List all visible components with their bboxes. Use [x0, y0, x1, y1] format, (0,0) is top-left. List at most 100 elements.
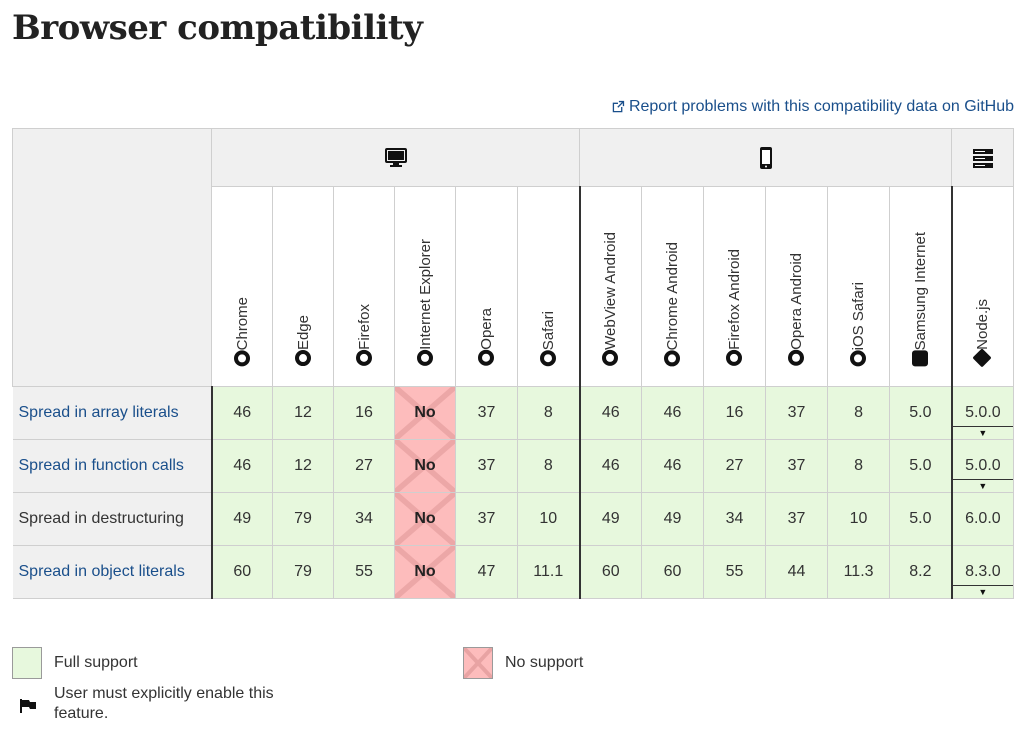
flag-icon — [20, 699, 36, 713]
browser-name: Opera — [478, 308, 495, 350]
support-value: 37 — [477, 457, 496, 474]
support-cell: 47 — [455, 545, 518, 599]
support-value: 16 — [355, 404, 373, 421]
support-cell: 12 — [272, 439, 334, 493]
support-value: 79 — [294, 563, 312, 580]
feature-cell: Spread in array literals — [12, 386, 213, 440]
support-cell: 8 — [827, 439, 891, 493]
support-cell: 37 — [765, 492, 829, 546]
browser-name: Opera Android — [788, 253, 806, 350]
no-support-cross-icon — [395, 387, 455, 439]
full-support-swatch — [12, 647, 42, 679]
support-value: No — [414, 404, 436, 421]
desktop-icon — [384, 147, 407, 167]
support-cell: 6.0.0 — [951, 492, 1015, 546]
support-cell: 46 — [211, 439, 273, 493]
ie-icon — [417, 350, 433, 366]
android-icon — [602, 350, 619, 366]
support-cell: 34 — [333, 492, 395, 546]
support-value: 37 — [787, 457, 806, 474]
browser-header-opera-android: Opera Android — [765, 186, 829, 387]
feature-cell: Spread in object literals — [12, 545, 213, 599]
platform-header-row — [12, 128, 1015, 387]
support-cell: 8 — [827, 386, 891, 440]
feature-row: Spread in array literals 46 12 16 No 37 8 46 46 1… — [12, 386, 1015, 440]
support-value: 5.0 — [909, 510, 932, 527]
support-value: 27 — [725, 457, 744, 474]
support-cell: 5.0 — [889, 439, 953, 493]
support-cell: 34 — [703, 492, 767, 546]
support-cell: 46 — [641, 439, 705, 493]
server-icon — [972, 148, 993, 168]
support-value: 5.0.0 — [965, 404, 1001, 421]
edge-icon — [295, 350, 311, 366]
browser-header-samsung-internet: Samsung Internet — [889, 186, 953, 387]
support-value: No — [414, 510, 436, 527]
flag-legend-line2: feature. — [54, 705, 109, 722]
browser-header-ios-safari: iOS Safari — [827, 186, 891, 387]
expand-arrow-icon[interactable]: ▼ — [952, 479, 1014, 492]
opera-icon — [478, 350, 495, 366]
support-cell: 49 — [211, 492, 273, 546]
support-cell: 10 — [516, 492, 581, 546]
report-problems-link[interactable]: Report problems with this compatibility … — [611, 98, 1014, 116]
browser-header-node-js: Node.js — [951, 186, 1015, 387]
support-value: 11.3 — [843, 563, 874, 580]
support-value: 11.1 — [533, 563, 564, 580]
browser-header-edge: Edge — [272, 186, 334, 387]
chrome-icon — [664, 350, 681, 366]
feature-link[interactable]: Spread in function calls — [18, 457, 184, 474]
browser-name: Edge — [294, 314, 312, 350]
support-value: 55 — [355, 563, 373, 580]
support-cell[interactable]: 8.3.0 ▼ — [951, 545, 1015, 599]
support-cell: 49 — [579, 492, 643, 546]
safari-icon — [540, 350, 557, 366]
support-value: 5.0 — [909, 404, 932, 421]
browser-header-opera: Opera — [455, 186, 518, 387]
browser-header-firefox-android: Firefox Android — [703, 186, 767, 387]
support-value: 10 — [849, 510, 868, 527]
flag-legend-text: User must explicitly enable this feature… — [54, 684, 274, 724]
browser-header-chrome: Chrome — [211, 186, 273, 387]
support-cell: 37 — [765, 439, 829, 493]
support-value: 46 — [663, 457, 682, 474]
support-value: 46 — [601, 457, 620, 474]
browser-name: Firefox — [355, 304, 373, 350]
feature-link[interactable]: Spread in array literals — [18, 404, 179, 421]
support-value: 37 — [787, 404, 806, 421]
support-cell: 60 — [579, 545, 643, 599]
expand-arrow-icon[interactable]: ▼ — [952, 426, 1014, 439]
support-value: 79 — [294, 510, 312, 527]
support-cell[interactable]: 5.0.0 ▼ — [951, 439, 1015, 493]
browser-header-row: Chrome Edge Firefox Internet Explorer Opera S… — [13, 186, 1015, 387]
browser-name: Node.js — [974, 299, 992, 350]
browser-name: Chrome — [233, 296, 251, 350]
support-value: 34 — [725, 510, 744, 527]
support-value: 5.0 — [909, 457, 932, 474]
support-cell: 11.1 — [516, 545, 581, 599]
feature-link[interactable]: Spread in object literals — [18, 563, 185, 580]
support-cell: 60 — [211, 545, 273, 599]
samsung-internet-icon — [912, 350, 929, 366]
support-cell: 79 — [272, 492, 334, 546]
platform-mobile — [579, 128, 953, 187]
support-cell[interactable]: 5.0.0 ▼ — [951, 386, 1015, 440]
page-title: Browser compatibility — [12, 8, 423, 48]
support-value: 12 — [294, 404, 312, 421]
safari-icon — [850, 350, 867, 366]
support-cell: 55 — [703, 545, 767, 599]
support-value: 34 — [355, 510, 373, 527]
support-cell: 27 — [703, 439, 767, 493]
browser-name: iOS Safari — [850, 281, 868, 350]
support-value: 60 — [663, 563, 682, 580]
firefox-icon — [726, 350, 743, 366]
support-value: 37 — [477, 404, 496, 421]
feature-row: Spread in function calls 46 12 27 No 37 8 46 46 2… — [12, 439, 1015, 493]
support-value: 49 — [663, 510, 682, 527]
feature-row: Spread in destructuring 49 79 34 No 37 10 49 49 3… — [12, 492, 1015, 546]
expand-arrow-icon[interactable]: ▼ — [952, 585, 1014, 598]
platform-desktop — [210, 128, 581, 187]
report-problems-label: Report problems with this compatibility … — [628, 98, 1014, 115]
support-value: 60 — [233, 563, 252, 580]
browser-name: Firefox Android — [726, 249, 744, 350]
